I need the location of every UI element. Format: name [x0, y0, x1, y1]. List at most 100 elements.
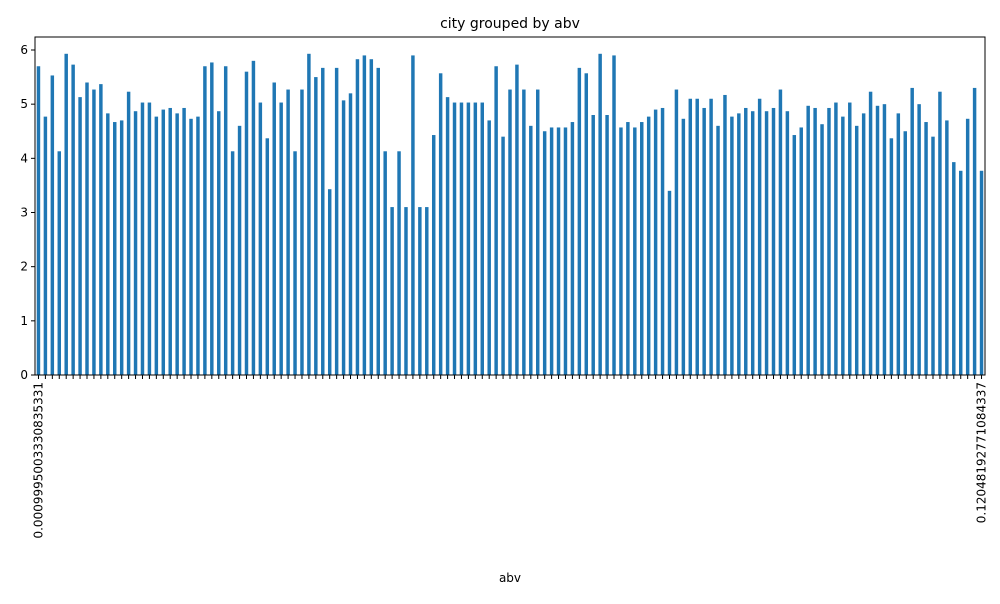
bar: [154, 116, 159, 375]
bar: [473, 102, 478, 376]
bar: [113, 122, 117, 376]
bar: [868, 91, 873, 375]
bar: [418, 207, 422, 375]
bar: [626, 122, 630, 376]
bar: [854, 125, 859, 375]
chart-title: city grouped by abv: [440, 16, 580, 32]
bar: [744, 107, 748, 375]
bar: [529, 125, 533, 375]
x-tick-label: 0.0009995003330835331: [31, 382, 45, 539]
bar: [778, 89, 783, 376]
bar: [362, 55, 367, 376]
bar: [834, 102, 838, 376]
bar: [612, 55, 616, 376]
bar: [369, 59, 374, 375]
bar: [272, 82, 276, 375]
bar: [549, 127, 554, 375]
bar: [438, 73, 443, 376]
bar: [147, 102, 152, 376]
bar: [605, 115, 609, 375]
bar: [376, 67, 380, 375]
bar: [577, 67, 582, 375]
bar: [750, 111, 755, 375]
bar: [542, 131, 547, 375]
bar: [189, 118, 193, 376]
bar: [757, 98, 762, 375]
y-tick-label: 2: [20, 260, 28, 274]
bar: [286, 89, 290, 376]
bar: [327, 189, 332, 375]
bar: [126, 91, 131, 375]
bar: [882, 104, 887, 376]
bar: [36, 66, 41, 375]
bar: [466, 102, 471, 376]
y-tick-label: 4: [20, 151, 28, 165]
y-tick-label: 1: [20, 314, 28, 328]
x-tick-label: 0.12048192771084337: [975, 382, 989, 523]
bar: [556, 127, 561, 375]
bar: [293, 151, 297, 375]
bar: [841, 116, 845, 375]
bar: [106, 113, 110, 375]
bar: [667, 190, 672, 375]
plot-frame: [34, 36, 986, 376]
bar: [660, 107, 665, 375]
bar: [958, 170, 963, 375]
bar: [217, 111, 221, 375]
bar: [508, 89, 512, 376]
bar: [903, 131, 907, 375]
bar: [889, 138, 894, 375]
bar: [459, 102, 464, 376]
bar: [92, 89, 96, 376]
bar: [945, 120, 949, 376]
bar: [452, 102, 457, 376]
bar: [230, 151, 235, 375]
bar: [390, 207, 394, 375]
bar: [85, 82, 89, 375]
bar: [431, 135, 436, 375]
bar: [244, 71, 249, 376]
bar: [411, 55, 415, 376]
bar: [307, 53, 311, 376]
bar: [924, 122, 928, 376]
bar: [785, 111, 790, 375]
bar: [737, 113, 741, 375]
bar: [972, 87, 977, 376]
bar: [965, 118, 970, 376]
bar: [861, 113, 866, 375]
bar: [730, 116, 734, 375]
bar: [702, 107, 706, 375]
bar: [570, 122, 575, 376]
bar: [140, 102, 145, 376]
bar: [237, 125, 242, 375]
bar: [334, 67, 339, 375]
bar: [646, 116, 651, 375]
bar: [78, 97, 82, 375]
bar: [640, 122, 644, 376]
bar: [764, 111, 769, 375]
x-axis-label: abv: [499, 571, 521, 585]
bar: [598, 53, 602, 376]
bar: [591, 115, 595, 375]
bar: [300, 89, 304, 376]
bar: [64, 53, 68, 376]
bar: [938, 91, 942, 375]
bar: [445, 97, 450, 375]
bar: [536, 89, 540, 376]
bar: [168, 107, 172, 375]
bar: [771, 107, 776, 375]
bar: [355, 59, 360, 375]
bar: [501, 136, 505, 375]
bar: [210, 62, 214, 375]
bar: [279, 102, 283, 376]
bar: [196, 116, 200, 375]
bar: [522, 89, 526, 376]
bar: [896, 113, 901, 375]
bar: [688, 98, 693, 375]
bar: [425, 207, 429, 375]
bar: [182, 107, 186, 375]
bar: [653, 109, 658, 375]
y-tick-label: 3: [20, 206, 28, 220]
bar: [681, 118, 686, 376]
bar: [848, 102, 852, 376]
